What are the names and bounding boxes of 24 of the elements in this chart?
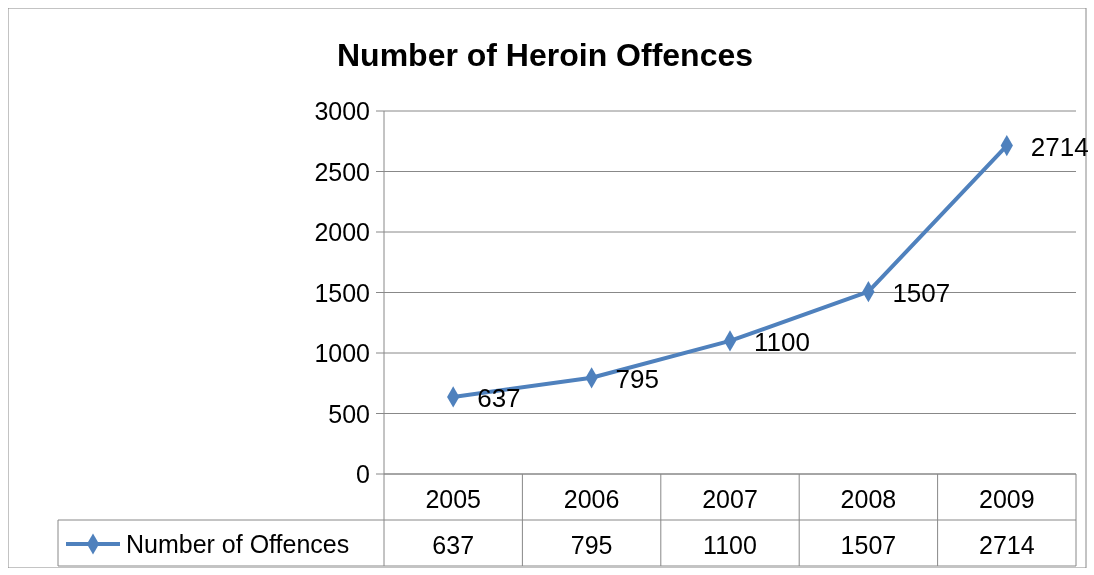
y-tick-label: 2000 xyxy=(314,218,370,246)
text: 637 xyxy=(432,531,475,559)
data-label: 1100 xyxy=(754,326,810,357)
data-label: 795 xyxy=(615,363,659,394)
x-tick-label: 2008 xyxy=(840,485,897,513)
text: 1100 xyxy=(703,531,757,559)
data-label: 1507 xyxy=(892,277,951,308)
x-tick-label: 2009 xyxy=(978,485,1035,513)
text: 2714 xyxy=(978,531,1035,559)
data-label: 2714 xyxy=(1030,131,1089,162)
y-tick-label: 500 xyxy=(328,399,370,428)
y-tick-label: 0 xyxy=(356,460,370,488)
x-tick-label: 2005 xyxy=(425,485,482,513)
y-tick-label: 1000 xyxy=(314,339,370,367)
data-label: 637 xyxy=(477,382,521,413)
y-tick-label: 1500 xyxy=(314,278,370,307)
x-tick-label: 2006 xyxy=(563,485,620,513)
legend-label: Number of Offences xyxy=(126,530,350,558)
x-tick-label: 2007 xyxy=(702,485,758,513)
text: 795 xyxy=(570,531,613,559)
chart-title: Number of Heroin Offences xyxy=(336,37,754,73)
text: 1507 xyxy=(840,531,897,559)
y-tick-label: 2500 xyxy=(314,157,370,186)
y-tick-label: 3000 xyxy=(314,97,370,125)
